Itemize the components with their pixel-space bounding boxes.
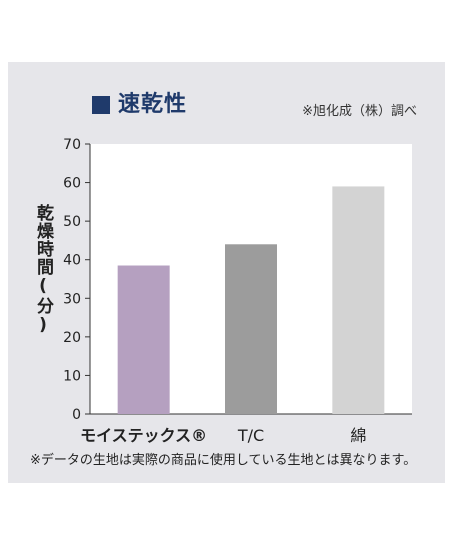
footnote: ※データの生地は実際の商品に使用している生地とは異なります。	[30, 453, 417, 468]
y-tick-label: 20	[63, 330, 81, 346]
bar	[117, 265, 170, 414]
source-note: ※旭化成（株）調べ	[302, 104, 417, 119]
y-tick-label: 50	[63, 214, 81, 230]
chart-title: 速乾性	[118, 92, 188, 117]
y-tick-label: 10	[63, 368, 81, 384]
x-tick-label: 綿	[350, 426, 366, 445]
y-tick-label: 0	[72, 407, 81, 423]
y-tick-label: 70	[63, 137, 81, 153]
x-tick-label: モイステックス®	[80, 426, 207, 445]
y-tick-label: 30	[63, 291, 81, 307]
bar	[225, 244, 277, 414]
y-axis-label: 乾燥時間(分)	[33, 204, 53, 336]
bar	[332, 186, 385, 414]
x-tick-label: T/C	[237, 426, 264, 445]
y-tick-label: 60	[63, 176, 81, 192]
title-square-icon	[92, 96, 110, 114]
y-tick-label: 40	[63, 253, 81, 269]
